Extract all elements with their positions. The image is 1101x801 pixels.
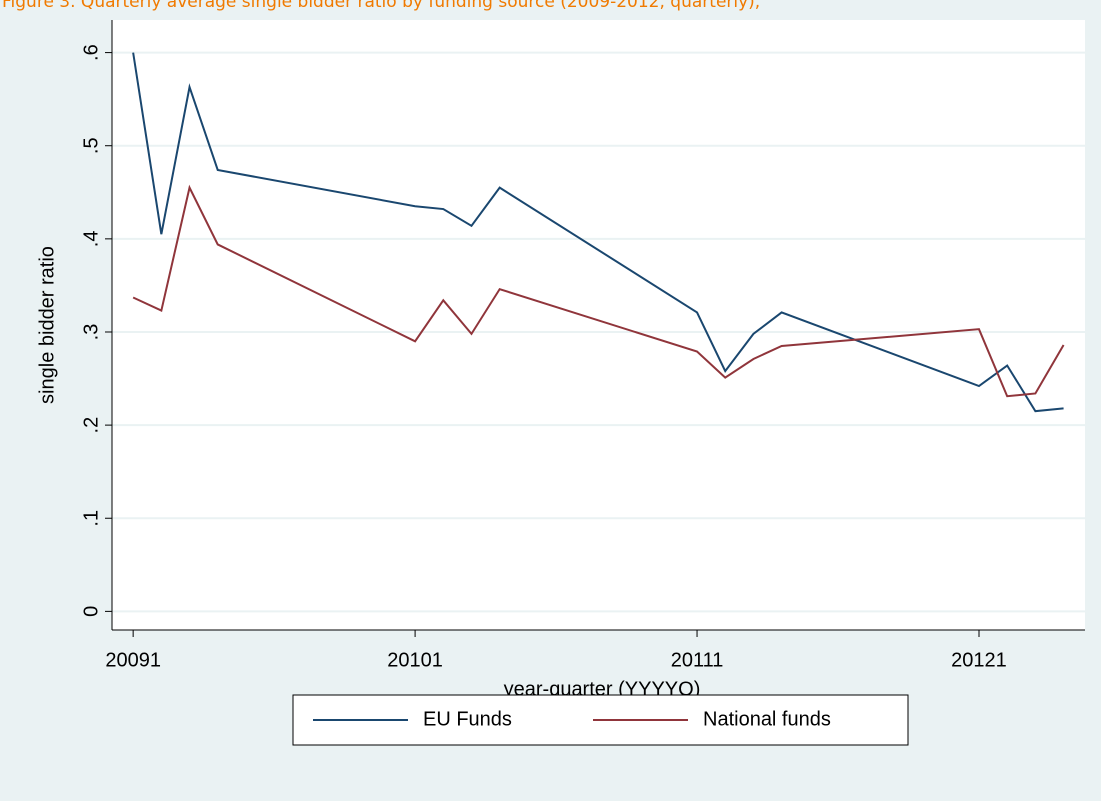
legend-label: EU Funds: [423, 708, 512, 730]
x-tick-label: 20101: [387, 649, 443, 671]
x-tick-label: 20111: [671, 649, 724, 671]
x-tick-label: 20091: [105, 649, 161, 671]
y-axis-label: single bidder ratio: [36, 246, 58, 404]
y-tick-label: .4: [80, 231, 102, 248]
legend-label: National funds: [703, 708, 831, 730]
plot-area: [112, 20, 1085, 630]
y-tick-label: .5: [80, 137, 102, 154]
series-line: [132, 184, 1065, 398]
x-tick-label: 20121: [951, 649, 1007, 671]
chart-title: Figure 3. Quarterly average single bidde…: [2, 0, 760, 12]
y-tick-label: 0: [80, 606, 102, 617]
y-tick-label: .2: [80, 417, 102, 434]
y-tick-label: .6: [80, 44, 102, 61]
series-line: [132, 52, 1064, 413]
y-tick-label: .3: [80, 324, 102, 341]
y-tick-label: .1: [80, 510, 102, 527]
